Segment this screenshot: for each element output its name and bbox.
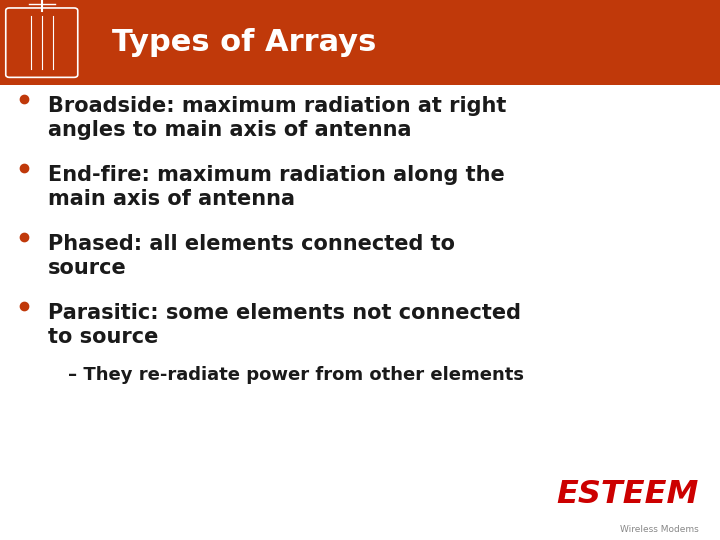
Text: Phased: all elements connected to
source: Phased: all elements connected to source — [48, 234, 455, 278]
Text: Types of Arrays: Types of Arrays — [112, 28, 376, 57]
Text: End-fire: maximum radiation along the
main axis of antenna: End-fire: maximum radiation along the ma… — [48, 165, 505, 209]
Text: – They re-radiate power from other elements: – They re-radiate power from other eleme… — [68, 366, 524, 383]
Text: Wireless Modems: Wireless Modems — [620, 525, 698, 534]
Bar — [0, 0, 720, 85]
Text: ESTEEM: ESTEEM — [556, 480, 698, 510]
Text: Broadside: maximum radiation at right
angles to main axis of antenna: Broadside: maximum radiation at right an… — [48, 96, 507, 140]
Text: Parasitic: some elements not connected
to source: Parasitic: some elements not connected t… — [48, 303, 521, 347]
